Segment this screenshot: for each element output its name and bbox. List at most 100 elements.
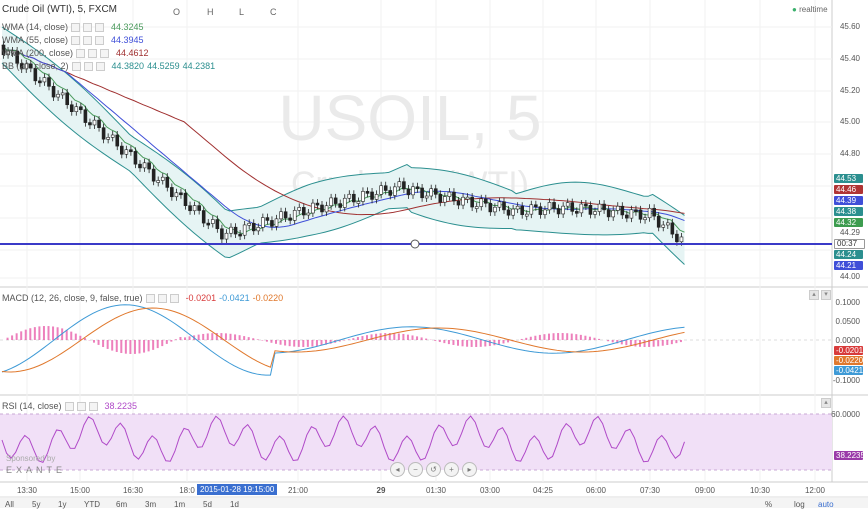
macd-histogram-bar [202,334,204,340]
candle [275,219,278,227]
price-tag: 44.39 [834,196,863,205]
candle [252,223,255,231]
macd-histogram-bar [462,340,464,346]
scroll-right-icon[interactable]: ▸ [462,462,477,477]
candle [189,206,192,211]
candle [343,198,346,207]
candle [416,187,419,189]
price-tag: 44.24 [834,250,863,259]
price-tag: 44.21 [834,261,863,270]
candle [662,225,665,227]
macd-histogram-bar [293,340,295,347]
indicator-name: WMA (14, close) [2,22,68,32]
settings-icon[interactable] [71,23,80,32]
candle [448,192,451,196]
macd-histogram-bar [120,340,122,353]
visibility-icon[interactable] [158,294,167,303]
macd-histogram-bar [48,326,50,340]
candle [79,107,82,110]
settings-icon[interactable] [72,62,81,71]
candle [389,190,392,195]
candle [625,215,628,218]
reset-icon[interactable]: ↺ [426,462,441,477]
candle [421,188,424,198]
candle [143,163,146,168]
indicator-legend-wma14[interactable]: WMA (14, close) 44.3245 [2,22,144,32]
visibility-icon[interactable] [84,62,93,71]
macd-histogram-bar [38,326,40,340]
indicator-legend-wma55[interactable]: WMA (55, close) 44.3945 [2,35,144,45]
macd-histogram-bar [111,340,113,351]
macd-axis-label: 0.0000 [836,336,860,345]
macd-histogram-bar [179,337,181,340]
candle [380,186,383,195]
macd-histogram-bar [170,340,172,342]
close-icon[interactable] [95,36,104,45]
macd-histogram-bar [29,328,31,340]
indicator-legend-bb[interactable]: BB (20, close, 2) 44.3820 44.5259 44.238… [2,61,215,71]
pane-up-icon[interactable]: ▴ [809,290,819,300]
price-axis-label: 44.00 [840,272,860,281]
macd-histogram-bar [284,340,286,346]
pane-up-icon[interactable]: ▴ [821,398,831,408]
macd-histogram-bar [20,331,22,340]
candle [120,146,123,154]
candle [107,137,110,139]
candle [630,210,633,218]
macd-histogram-bar [366,335,368,340]
candle [134,151,137,164]
candle [584,204,587,206]
settings-icon[interactable] [71,36,80,45]
macd-histogram-bar [302,340,304,347]
macd-histogram-bar [571,334,573,340]
macd-histogram-bar [530,337,532,340]
settings-icon[interactable] [65,402,74,411]
candle [202,211,205,224]
range-bar-bg [0,498,868,508]
zoom-out-icon[interactable]: − [408,462,423,477]
countdown-tag: 00:37 [834,239,865,249]
candle [157,180,160,182]
candle [302,207,305,215]
close-icon[interactable] [89,402,98,411]
rsi-legend[interactable]: RSI (14, close) 38.2235 [2,401,137,411]
macd-histogram-bar [134,340,136,354]
visibility-icon[interactable] [88,49,97,58]
crosshair-marker [411,240,419,248]
candle [321,205,324,212]
close-icon[interactable] [170,294,179,303]
settings-icon[interactable] [76,49,85,58]
candle [671,223,674,234]
macd-tag: -0.0220 [834,356,863,365]
indicator-name: WMA (200, close) [2,48,73,58]
candle [70,105,73,112]
settings-icon[interactable] [146,294,155,303]
visibility-icon[interactable] [83,36,92,45]
visibility-icon[interactable] [77,402,86,411]
scroll-left-icon[interactable]: ◂ [390,462,405,477]
macd-histogram-bar [575,334,577,340]
macd-histogram-bar [471,340,473,347]
close-icon[interactable] [96,62,105,71]
indicator-legend-wma200[interactable]: WMA (200, close) 44.4612 [2,48,149,58]
macd-histogram-bar [498,340,500,344]
macd-histogram-bar [580,335,582,340]
low-label: L [239,7,244,17]
zoom-in-icon[interactable]: + [444,462,459,477]
close-icon[interactable] [100,49,109,58]
macd-legend[interactable]: MACD (12, 26, close, 9, false, true) -0.… [2,293,283,303]
candle [266,218,269,221]
sponsor-logo[interactable]: EXANTE [6,465,66,475]
indicator-value: 44.3820 [112,61,145,71]
close-icon[interactable] [95,23,104,32]
candle [148,163,151,169]
macd-histogram-bar [248,337,250,340]
macd-tag: -0.0421 [834,366,863,375]
macd-axis-label: -0.1000 [833,376,860,385]
macd-histogram-bar [16,333,18,340]
visibility-icon[interactable] [83,23,92,32]
candle [621,206,624,215]
candle [211,220,214,224]
pane-down-icon[interactable]: ▾ [821,290,831,300]
